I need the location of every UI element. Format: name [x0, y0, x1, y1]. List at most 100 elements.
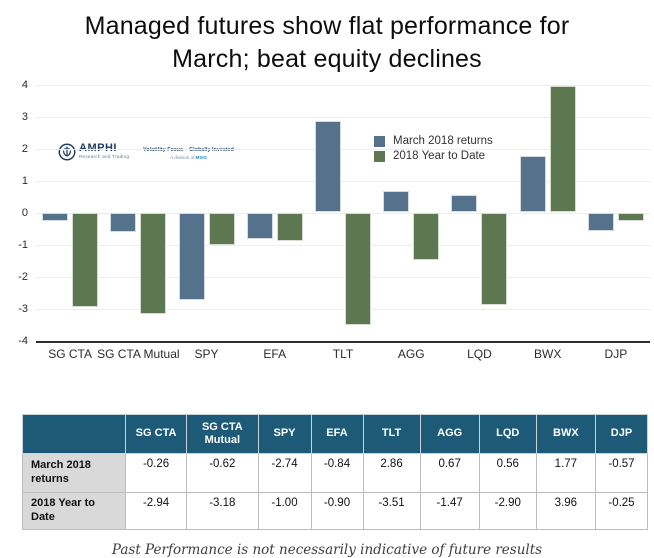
bar-ytd-sg-cta — [72, 212, 99, 307]
table-header-row: SG CTA SG CTA Mutual SPY EFA TLT AGG LQD BWX DJP — [22, 414, 649, 454]
amphi-tagline-line1: Volatility Focus – Globally Invested — [143, 147, 235, 153]
y-axis-tick-label: 1 — [21, 174, 28, 187]
amphi-logo-name: AMPHI — [79, 142, 117, 154]
chart-title-line1: Managed futures show flat performance fo… — [84, 12, 570, 40]
y-axis-tick-label: -4 — [18, 334, 28, 347]
gridline — [36, 116, 650, 118]
table-cell: -2.94 — [124, 492, 188, 530]
gridline — [36, 180, 650, 182]
column-header-sg-cta: SG CTA — [124, 414, 188, 454]
bar-ytd-bwx — [549, 85, 576, 213]
chart-title: Managed futures show flat performance fo… — [0, 10, 654, 75]
chart-legend: March 2018 returns 2018 Year to Date — [374, 135, 493, 165]
bar-chart: March 2018 returns 2018 Year to Date AMP… — [0, 75, 654, 367]
bar-march-djp — [587, 212, 614, 231]
table-cell: 3.96 — [535, 492, 596, 530]
gridline — [36, 148, 650, 150]
chart-title-line2: March; beat equity declines — [172, 44, 482, 73]
x-axis-label-lqd: LQD — [467, 347, 492, 361]
bar-ytd-djp — [617, 212, 644, 221]
legend-swatch-march-icon — [374, 135, 385, 147]
x-axis-label-agg: AGG — [397, 347, 425, 361]
column-header-djp: DJP — [594, 414, 649, 454]
bar-ytd-spy — [208, 212, 235, 245]
x-axis-label-djp: DJP — [604, 347, 628, 361]
amphi-anchor-icon — [58, 143, 76, 161]
amphi-logo-tagline: Volatility Focus – Globally Invested A d… — [143, 147, 234, 160]
gridline — [36, 244, 650, 246]
table-cell: 1.77 — [535, 453, 596, 493]
row-label: 2018 Year to Date — [22, 492, 126, 530]
y-axis-tick-label: 2 — [21, 142, 28, 155]
table-cell: 0.56 — [478, 453, 537, 493]
table-cell: -1.47 — [419, 492, 480, 530]
amphi-tagline-line2: A division of MSIG — [170, 155, 208, 160]
table-cell: -0.26 — [124, 453, 188, 493]
gridline — [36, 84, 650, 86]
legend-item-ytd: 2018 Year to Date — [374, 150, 493, 162]
x-axis-label-sg-cta-mutual: SG CTA Mutual — [97, 347, 180, 361]
bar-march-agg — [383, 191, 410, 213]
y-axis-tick-label: -2 — [18, 270, 28, 283]
y-axis-tick-label: -3 — [18, 302, 28, 315]
division-brand-mark: MSIG — [195, 155, 208, 160]
bar-march-spy — [178, 212, 205, 301]
column-header-sg-cta-mutual: SG CTA Mutual — [186, 414, 259, 454]
y-axis-tick-label: 0 — [21, 206, 28, 219]
table-corner-cell — [22, 414, 126, 454]
amphi-logo: AMPHI Research and Trading Volatility Fo… — [58, 143, 234, 161]
table-cell: -0.62 — [186, 453, 259, 493]
table-cell: -0.90 — [310, 492, 364, 530]
table-cell: 2.86 — [362, 453, 421, 493]
column-header-efa: EFA — [310, 414, 364, 454]
table-cell: -3.18 — [186, 492, 259, 530]
amphi-logo-subtitle: Research and Trading — [79, 154, 130, 159]
column-header-tlt: TLT — [362, 414, 421, 454]
bar-march-sg-cta — [42, 212, 69, 221]
bar-ytd-agg — [413, 212, 440, 260]
x-axis-label-spy: SPY — [194, 347, 219, 361]
bar-ytd-lqd — [481, 212, 508, 306]
bar-ytd-sg-cta-mutual — [140, 212, 167, 315]
y-axis-tick-label: 4 — [21, 78, 28, 91]
legend-swatch-ytd-icon — [374, 150, 385, 162]
bar-march-bwx — [519, 155, 546, 213]
column-header-lqd: LQD — [478, 414, 537, 454]
table-cell: -2.74 — [257, 453, 312, 493]
bar-ytd-tlt — [345, 212, 371, 325]
bar-march-lqd — [451, 194, 478, 213]
legend-label-ytd: 2018 Year to Date — [393, 150, 486, 162]
x-axis-label-sg-cta: SG CTA — [48, 347, 92, 361]
column-header-bwx: BWX — [535, 414, 596, 454]
x-axis-label-bwx: BWX — [533, 347, 562, 361]
y-axis-tick-label: 3 — [21, 110, 28, 123]
gridline — [36, 276, 650, 278]
gridline — [36, 212, 650, 214]
returns-table: SG CTA SG CTA Mutual SPY EFA TLT AGG LQD BWX DJP… — [22, 414, 649, 530]
table-cell: -2.90 — [478, 492, 537, 530]
amphi-logo-text: AMPHI Research and Trading — [79, 142, 130, 160]
bar-ytd-efa — [276, 212, 303, 242]
legend-label-march: March 2018 returns — [393, 135, 493, 147]
legend-item-march: March 2018 returns — [374, 135, 493, 147]
table-cell: -0.25 — [594, 492, 649, 530]
bar-march-efa — [246, 212, 273, 240]
disclaimer-text: Past Performance is not necessarily indi… — [111, 541, 543, 558]
table-row: 2018 Year to Date -2.94 -3.18 -1.00 -0.90 -3.… — [22, 492, 649, 530]
column-header-agg: AGG — [419, 414, 480, 454]
y-axis-tick-label: -1 — [18, 238, 28, 251]
table-cell: -1.00 — [257, 492, 312, 530]
x-axis-label-efa: EFA — [263, 347, 287, 361]
bar-march-sg-cta-mutual — [110, 212, 137, 233]
row-label: March 2018 returns — [22, 453, 126, 493]
x-axis-label-tlt: TLT — [332, 347, 354, 361]
table-cell: -3.51 — [362, 492, 421, 530]
x-axis-line — [36, 340, 650, 343]
table-cell: -0.57 — [594, 453, 649, 493]
table-row: March 2018 returns -0.26 -0.62 -2.74 -0.84 2.… — [22, 453, 649, 493]
table-cell: 0.67 — [419, 453, 480, 493]
bar-march-tlt — [315, 120, 341, 213]
gridline — [36, 308, 650, 310]
table-cell: -0.84 — [310, 453, 364, 493]
column-header-spy: SPY — [257, 414, 312, 454]
